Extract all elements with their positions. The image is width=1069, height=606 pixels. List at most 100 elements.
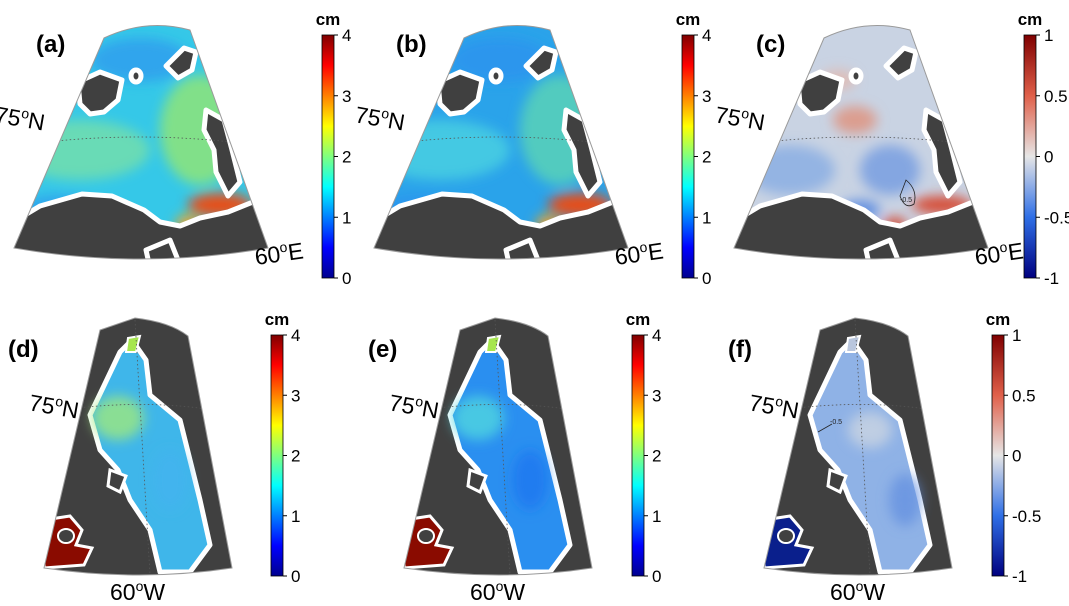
svalbard bbox=[435, 69, 485, 117]
island bbox=[417, 528, 435, 544]
longitude-label-degree: o bbox=[856, 578, 864, 594]
colorbar: cm -1 -0.5 0 0.5 1 bbox=[986, 310, 1042, 586]
colorbar-tick-label: 0 bbox=[1044, 148, 1053, 167]
latitude-label: 75oN bbox=[713, 100, 767, 135]
colorbar-tick-label: 1 bbox=[1044, 26, 1053, 45]
contour-line bbox=[899, 179, 916, 207]
franz-josef-land bbox=[523, 45, 559, 81]
longitude-label: 60oE bbox=[973, 236, 1025, 270]
longitude-label: 60oE bbox=[253, 236, 305, 270]
island bbox=[57, 528, 75, 544]
colorbar-tick-label: -1 bbox=[1044, 269, 1059, 288]
map-frame bbox=[763, 317, 953, 576]
map-frame bbox=[43, 317, 233, 576]
longitude-label-degree: o bbox=[136, 578, 144, 594]
longitude-label-value: 60 bbox=[253, 241, 282, 270]
contour-label: -0.5 bbox=[900, 197, 912, 204]
latitude-line bbox=[14, 136, 263, 147]
colorbar-tick-label: -1 bbox=[1012, 567, 1027, 586]
longitude-label-hemisphere: W bbox=[503, 579, 525, 605]
map-frame bbox=[373, 25, 629, 260]
map-frame bbox=[733, 25, 989, 260]
colorbar-unit: cm bbox=[676, 10, 701, 29]
latitude-label-value: 75 bbox=[353, 101, 383, 131]
colorbar-gradient bbox=[631, 334, 645, 577]
longitude-label-value: 60 bbox=[830, 579, 856, 605]
colorbar-tick-label: 2 bbox=[702, 148, 711, 167]
colorbar-tick-label: 1 bbox=[652, 507, 661, 526]
island bbox=[777, 528, 795, 544]
mainland bbox=[374, 191, 628, 259]
longitude-label-value: 60 bbox=[470, 579, 496, 605]
colorbar-tick-label: 0 bbox=[652, 567, 661, 586]
contour-label: -0.5 bbox=[830, 419, 842, 426]
island bbox=[488, 67, 504, 85]
longitude-label-value: 60 bbox=[110, 579, 136, 605]
latitude-label-degree: o bbox=[54, 393, 65, 410]
latitude-label-value: 75 bbox=[27, 389, 57, 419]
latitude-label-degree: o bbox=[774, 393, 785, 410]
longitude-label-value: 60 bbox=[613, 241, 642, 270]
panel-label: (f) bbox=[728, 336, 752, 363]
colorbar-unit: cm bbox=[1018, 10, 1043, 29]
latitude-label-degree: o bbox=[740, 105, 751, 122]
colorbar-gradient bbox=[321, 34, 335, 279]
longitude-label-degree: o bbox=[638, 239, 648, 256]
latitude-label-hemisphere: N bbox=[60, 395, 81, 423]
panel-label: (e) bbox=[368, 336, 397, 363]
white-sea-shore bbox=[143, 237, 181, 259]
land bbox=[734, 45, 988, 259]
island bbox=[826, 467, 848, 495]
map-frame bbox=[403, 317, 593, 576]
latitude-label: 75oN bbox=[27, 388, 81, 423]
island bbox=[466, 467, 488, 495]
colorbar-tick-label: 2 bbox=[291, 447, 300, 466]
colorbar: cm -1 -0.5 0 0.5 1 bbox=[1018, 10, 1069, 288]
island bbox=[128, 67, 144, 85]
latitude-label-degree: o bbox=[414, 393, 425, 410]
latitude-label-hemisphere: N bbox=[780, 395, 801, 423]
colorbar-tick-label: 1 bbox=[1012, 326, 1021, 345]
latitude-label-hemisphere: N bbox=[420, 395, 441, 423]
colorbar-tick-label: 1 bbox=[342, 208, 351, 227]
franz-josef-land bbox=[163, 45, 199, 81]
colorbar-tick-label: 0 bbox=[1012, 447, 1021, 466]
colorbar-tick-label: 0.5 bbox=[1044, 87, 1068, 106]
latitude-label: 75oN bbox=[387, 388, 441, 423]
svalbard bbox=[75, 69, 125, 117]
colorbar-tick-label: 2 bbox=[652, 447, 661, 466]
island bbox=[848, 67, 864, 85]
colorbar-tick-label: 3 bbox=[652, 386, 661, 405]
colorbar-tick-label: 0 bbox=[702, 269, 711, 288]
colorbar-tick-label: 0 bbox=[291, 567, 300, 586]
white-sea-shore bbox=[503, 237, 541, 259]
longitude-label: 60oW bbox=[830, 578, 885, 605]
contour-line bbox=[817, 423, 833, 433]
mainland bbox=[14, 191, 268, 259]
mainland bbox=[734, 191, 988, 259]
franz-josef-land bbox=[883, 45, 919, 81]
longitude-label-degree: o bbox=[998, 239, 1008, 256]
longitude-line bbox=[134, 319, 151, 575]
colorbar-gradient bbox=[1023, 34, 1037, 279]
ocean-field bbox=[44, 318, 232, 575]
longitude-label: 60oW bbox=[470, 578, 525, 605]
colorbar-tick-label: 4 bbox=[291, 326, 300, 345]
ocean-field bbox=[404, 318, 592, 575]
colorbar-unit: cm bbox=[316, 10, 341, 29]
latitude-line bbox=[374, 136, 623, 147]
longitude-line bbox=[854, 319, 871, 575]
white-sea-shore bbox=[863, 237, 901, 259]
latitude-label-degree: o bbox=[380, 105, 391, 122]
panel-label: (c) bbox=[756, 31, 785, 58]
field-shading bbox=[848, 412, 921, 526]
colorbar-unit: cm bbox=[265, 310, 290, 329]
latitude-label-hemisphere: N bbox=[746, 107, 767, 135]
longitude-line bbox=[494, 319, 511, 575]
ocean-field bbox=[14, 25, 268, 259]
